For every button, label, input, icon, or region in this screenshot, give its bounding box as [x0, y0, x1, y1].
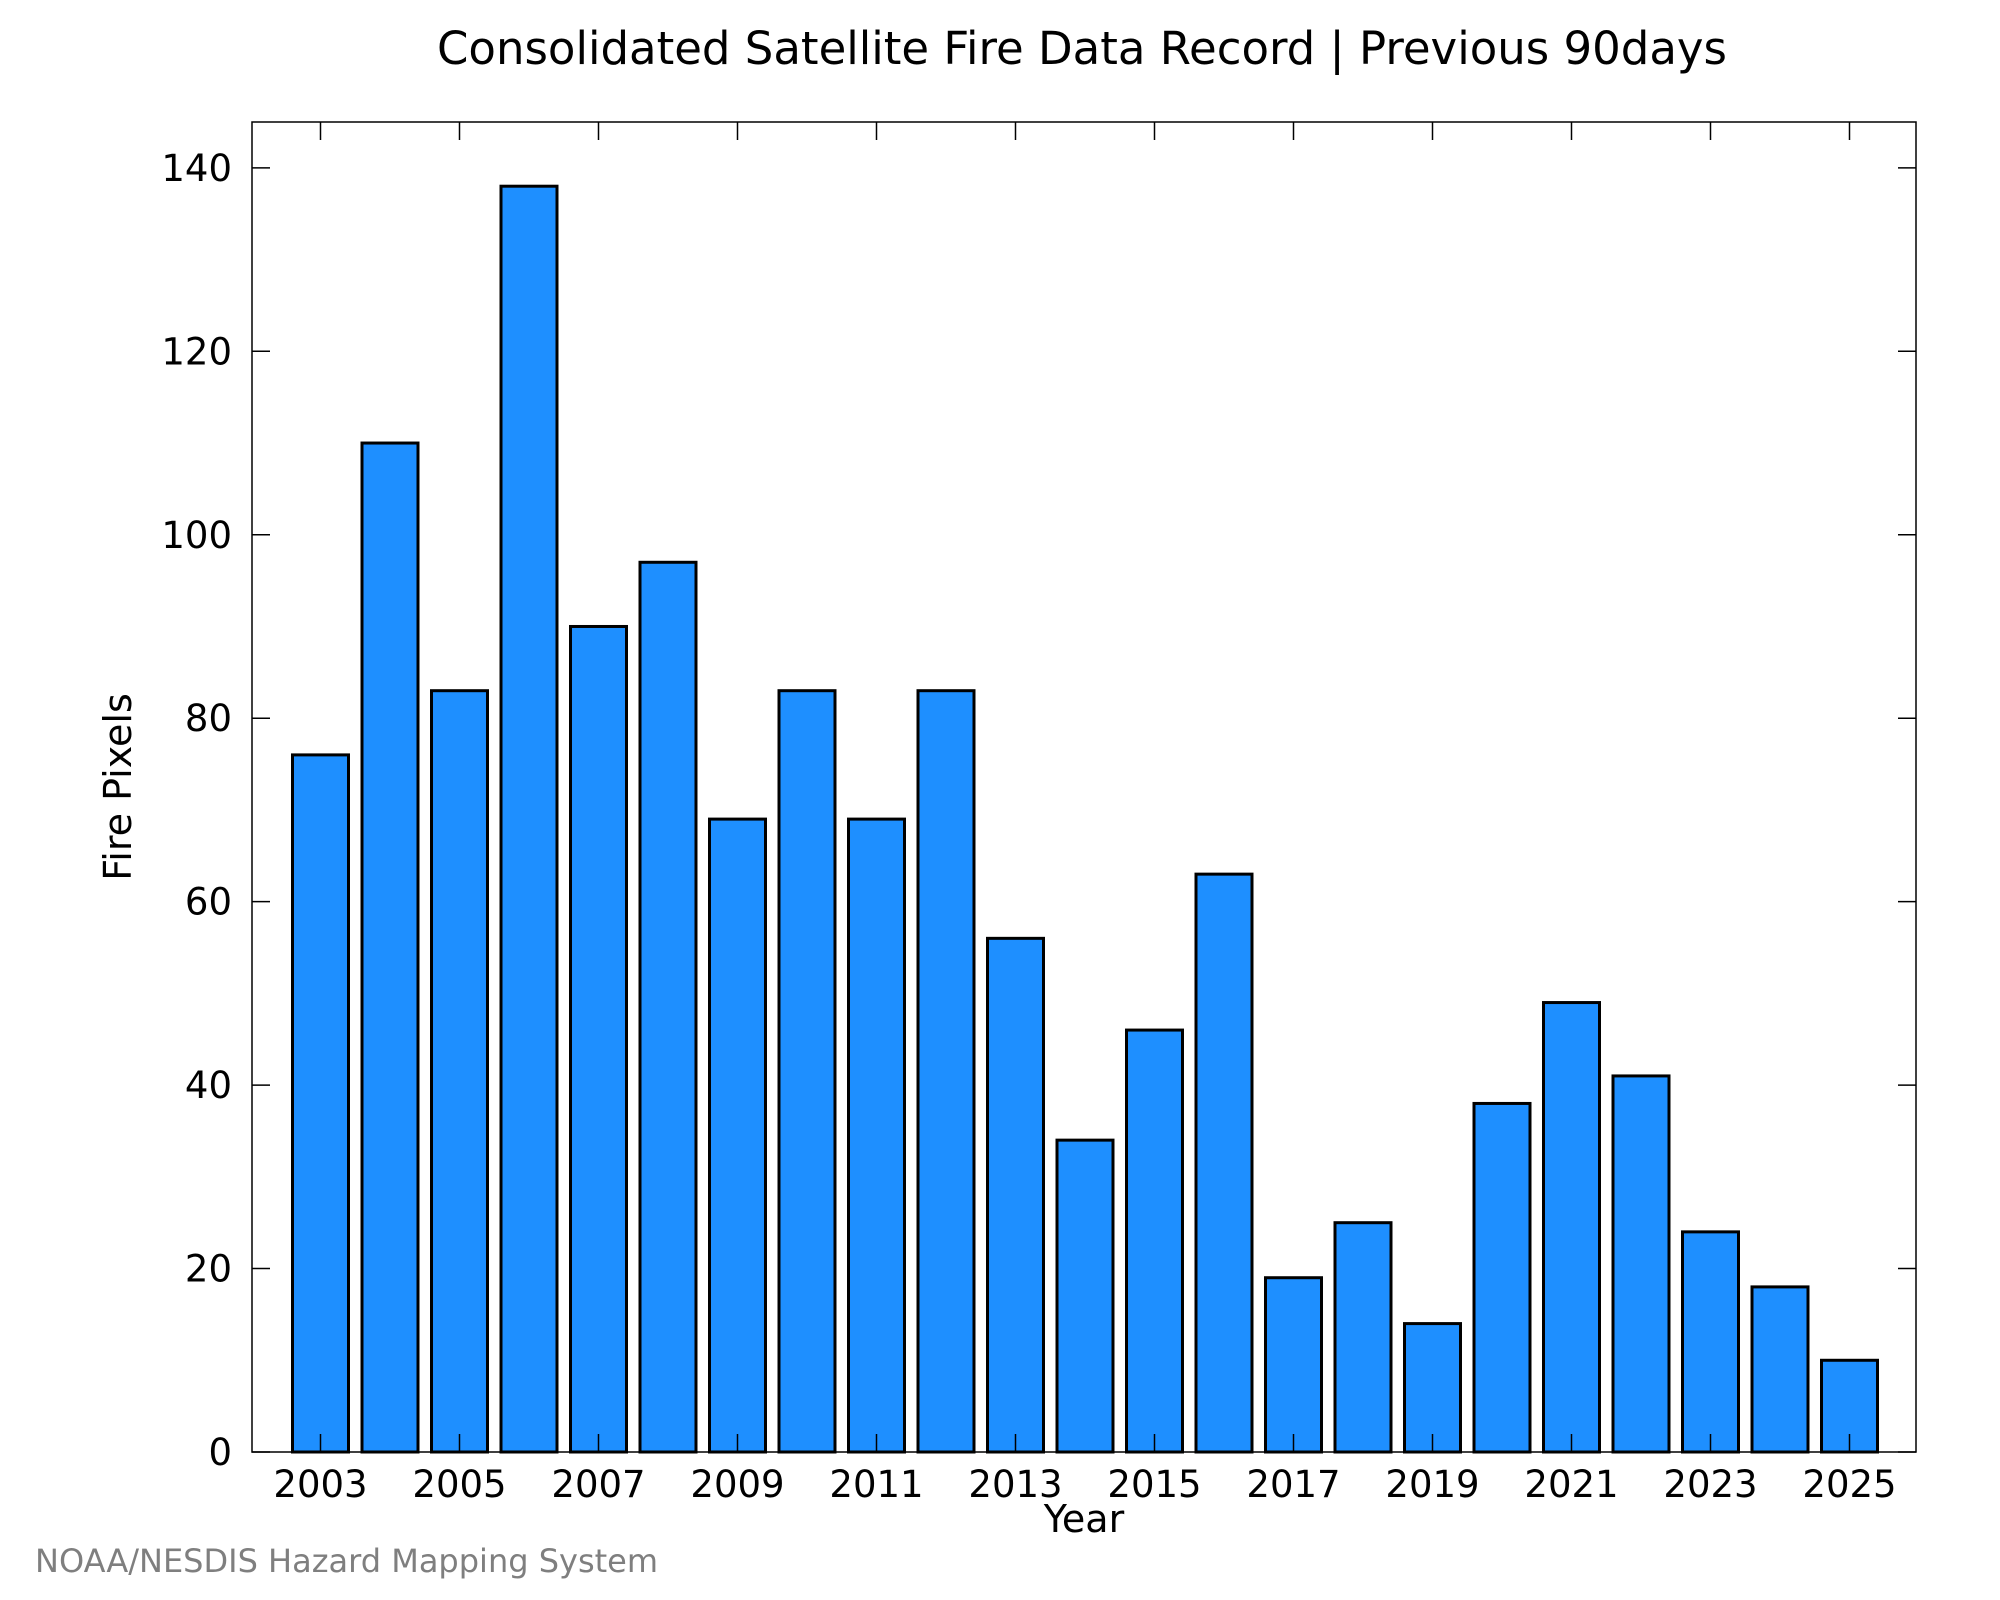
y-tick-label: 80 — [185, 697, 232, 740]
bars-group — [291, 184, 1879, 1454]
chart-title: Consolidated Satellite Fire Data Record … — [437, 22, 1727, 75]
x-tick-label: 2003 — [273, 1463, 367, 1506]
bar-2011 — [847, 817, 906, 1454]
bar-2005 — [430, 689, 489, 1454]
bar-2003 — [291, 753, 350, 1454]
x-tick-label: 2009 — [690, 1463, 784, 1506]
bar-2015 — [1125, 1028, 1184, 1454]
bar-2020 — [1472, 1101, 1532, 1454]
y-tick-label: 100 — [161, 514, 232, 557]
y-tick-labels: 0 20 40 60 80 100 120 140 — [161, 147, 232, 1474]
bar-2006 — [499, 184, 559, 1454]
bar-2012 — [916, 689, 976, 1454]
y-tick-label: 120 — [161, 330, 232, 373]
bar-2024 — [1750, 1285, 1810, 1454]
x-tick-label: 2013 — [968, 1463, 1062, 1506]
plot-frame — [251, 121, 1917, 1453]
x-tick-label: 2021 — [1524, 1463, 1618, 1506]
y-tick-label: 0 — [208, 1431, 232, 1474]
y-tick-label: 20 — [185, 1248, 232, 1291]
bar-2016 — [1194, 872, 1254, 1454]
bar-2023 — [1681, 1230, 1740, 1454]
bar-2013 — [986, 936, 1045, 1454]
ticks-group — [252, 122, 1916, 1453]
source-credit: NOAA/NESDIS Hazard Mapping System — [35, 1542, 659, 1580]
bar-2004 — [360, 441, 420, 1454]
bar-2021 — [1542, 1001, 1601, 1454]
bar-2014 — [1055, 1138, 1115, 1454]
bar-2007 — [569, 624, 628, 1454]
x-tick-label: 2007 — [551, 1463, 645, 1506]
bar-2022 — [1611, 1074, 1671, 1454]
x-tick-labels: 2003 2005 2007 2009 2011 2013 2015 2017 2019 2021… — [273, 1463, 1896, 1506]
x-axis-label: Year — [1043, 1497, 1125, 1541]
y-tick-label: 40 — [185, 1064, 232, 1107]
bar-2010 — [777, 689, 837, 1454]
y-tick-label: 140 — [161, 147, 232, 190]
y-tick-label: 60 — [185, 881, 232, 924]
x-tick-label: 2011 — [829, 1463, 923, 1506]
x-tick-label: 2019 — [1385, 1463, 1479, 1506]
y-axis-label: Fire Pixels — [96, 693, 140, 881]
bar-2008 — [638, 560, 698, 1454]
bar-2019 — [1403, 1322, 1462, 1454]
x-tick-label: 2017 — [1246, 1463, 1340, 1506]
x-tick-label: 2005 — [412, 1463, 506, 1506]
x-tick-label: 2023 — [1663, 1463, 1757, 1506]
bar-2018 — [1333, 1221, 1393, 1454]
bar-2009 — [708, 817, 767, 1454]
x-tick-label: 2025 — [1802, 1463, 1896, 1506]
bar-2017 — [1264, 1276, 1323, 1454]
x-tick-label: 2015 — [1107, 1463, 1201, 1506]
